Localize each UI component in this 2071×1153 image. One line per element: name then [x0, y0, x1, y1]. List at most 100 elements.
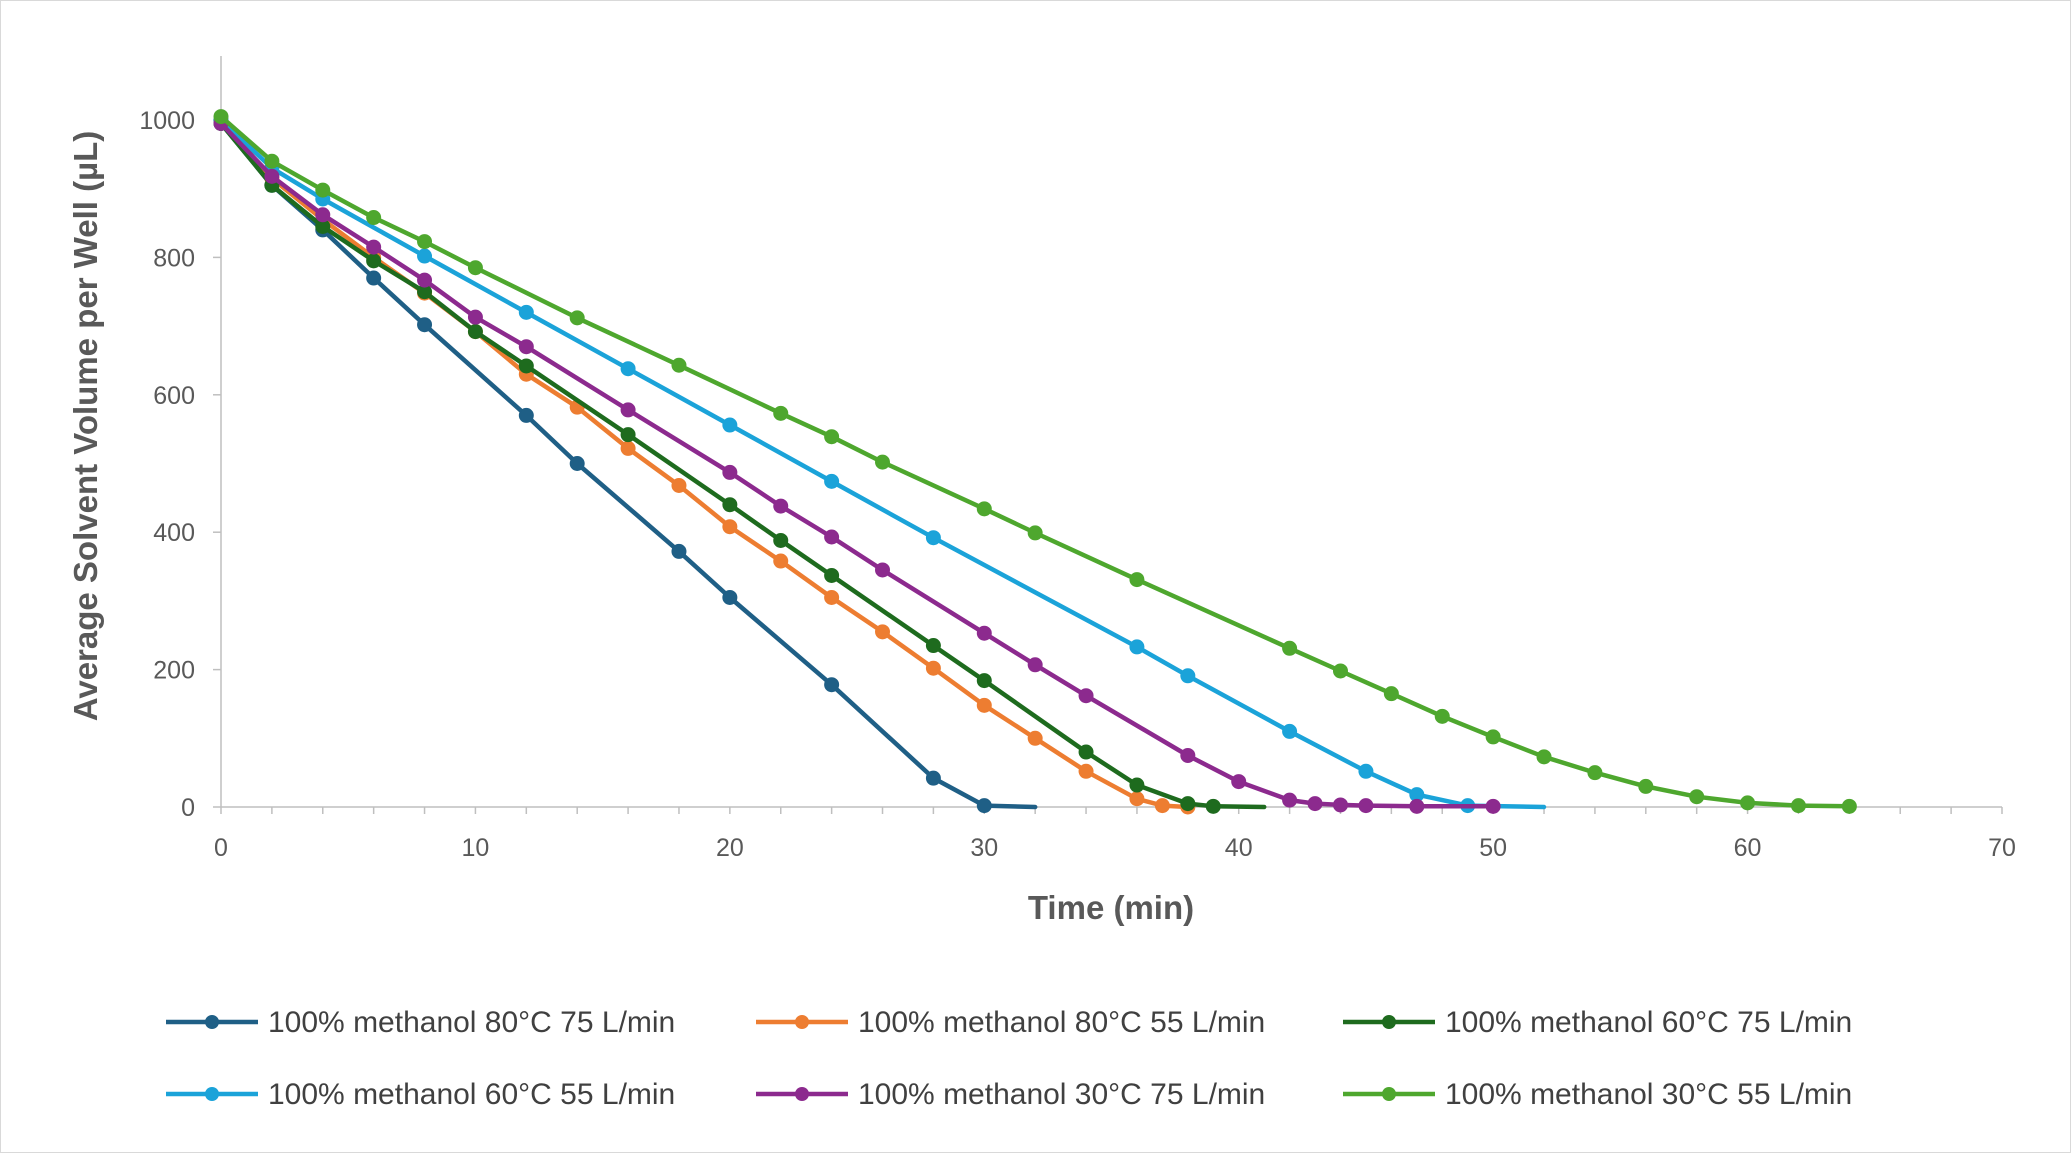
series-line [218, 117, 1547, 810]
data-point [620, 440, 636, 456]
data-point [1485, 729, 1501, 745]
data-point [925, 530, 941, 546]
data-point [671, 543, 687, 559]
legend-label: 100% methanol 80°C 55 L/min [858, 1006, 1265, 1039]
series-6 [213, 109, 1857, 814]
data-point [366, 239, 382, 255]
legend-label: 100% methanol 60°C 75 L/min [1445, 1006, 1852, 1039]
data-point [722, 519, 738, 535]
axes: 0 200 400 600 800 1000 0 10 20 30 40 50 60 70 Time (mi… [67, 56, 2016, 926]
data-point [1078, 763, 1094, 779]
data-point [1332, 663, 1348, 679]
data-point [875, 454, 891, 470]
data-point [875, 624, 891, 640]
data-point [976, 798, 992, 814]
x-tick-label: 50 [1479, 834, 1507, 862]
x-tick-label: 70 [1988, 834, 2016, 862]
data-point [417, 272, 433, 288]
data-point [366, 253, 382, 269]
data-point [1027, 657, 1043, 673]
legend-swatch-marker [1382, 1087, 1396, 1101]
data-point [1740, 795, 1756, 811]
data-point [671, 477, 687, 493]
legend-item[interactable]: 100% methanol 60°C 55 L/min [166, 1078, 675, 1111]
data-point [1434, 708, 1450, 724]
data-point [824, 473, 840, 489]
data-point [1638, 778, 1654, 794]
data-point [467, 309, 483, 325]
data-point [773, 498, 789, 514]
data-point [875, 562, 891, 578]
data-point [1587, 765, 1603, 781]
series-1 [213, 115, 1038, 814]
x-axis-title: Time (min) [1028, 889, 1194, 926]
data-point [1180, 747, 1196, 763]
y-tick-label: 200 [153, 657, 195, 685]
legend: 100% methanol 80°C 75 L/min 100% methanol… [166, 1006, 1852, 1111]
legend-swatch-marker [205, 1087, 219, 1101]
data-point [1129, 791, 1145, 807]
data-point [722, 417, 738, 433]
data-point [417, 234, 433, 250]
data-point [1205, 798, 1221, 814]
data-point [1282, 723, 1298, 739]
data-point [620, 402, 636, 418]
data-point [824, 567, 840, 583]
series-line [218, 121, 1267, 810]
data-point [1129, 777, 1145, 793]
data-point [467, 324, 483, 340]
data-point [569, 456, 585, 471]
data-point [264, 168, 280, 184]
x-tick-label: 60 [1734, 834, 1762, 862]
legend-item[interactable]: 100% methanol 80°C 55 L/min [756, 1006, 1265, 1039]
data-point [824, 677, 840, 693]
data-point [1129, 639, 1145, 655]
data-point [1282, 792, 1298, 808]
data-point [976, 501, 992, 517]
data-point [518, 407, 534, 423]
legend-item[interactable]: 100% methanol 30°C 55 L/min [1343, 1078, 1852, 1111]
data-point [467, 260, 483, 276]
data-point [1841, 798, 1857, 814]
data-point [824, 529, 840, 545]
legend-label: 100% methanol 30°C 75 L/min [858, 1078, 1265, 1111]
data-point [1307, 796, 1323, 812]
data-point [1078, 688, 1094, 704]
data-point [1180, 796, 1196, 812]
data-point [925, 638, 941, 654]
data-point [1129, 572, 1145, 588]
data-point [315, 182, 331, 198]
legend-item[interactable]: 100% methanol 30°C 75 L/min [756, 1078, 1265, 1111]
data-point [824, 429, 840, 445]
data-point [773, 532, 789, 548]
series-5 [213, 115, 1501, 814]
data-point [1790, 798, 1806, 814]
series-line [218, 121, 1496, 809]
data-point [1027, 730, 1043, 746]
legend-item[interactable]: 100% methanol 80°C 75 L/min [166, 1006, 675, 1039]
data-point [569, 310, 585, 326]
data-point [417, 248, 433, 264]
data-point [1282, 640, 1298, 656]
data-point [1409, 798, 1425, 814]
legend-swatch-marker [1382, 1015, 1396, 1029]
y-axis-title: Average Solvent Volume per Well (µL) [67, 131, 104, 722]
y-tick-label: 600 [153, 382, 195, 410]
series-line [218, 114, 1852, 809]
data-point [976, 625, 992, 641]
legend-item[interactable]: 100% methanol 60°C 75 L/min [1343, 1006, 1852, 1039]
data-point [1078, 744, 1094, 760]
data-point [1154, 798, 1170, 814]
x-tick-label: 20 [716, 834, 744, 862]
data-point [1689, 789, 1705, 805]
data-point [518, 358, 534, 374]
x-tick-label: 10 [462, 834, 490, 862]
data-point [1358, 798, 1374, 814]
data-point [518, 304, 534, 320]
data-point [722, 464, 738, 480]
data-point [264, 153, 280, 169]
data-point [1536, 749, 1552, 765]
data-point [1358, 763, 1374, 779]
